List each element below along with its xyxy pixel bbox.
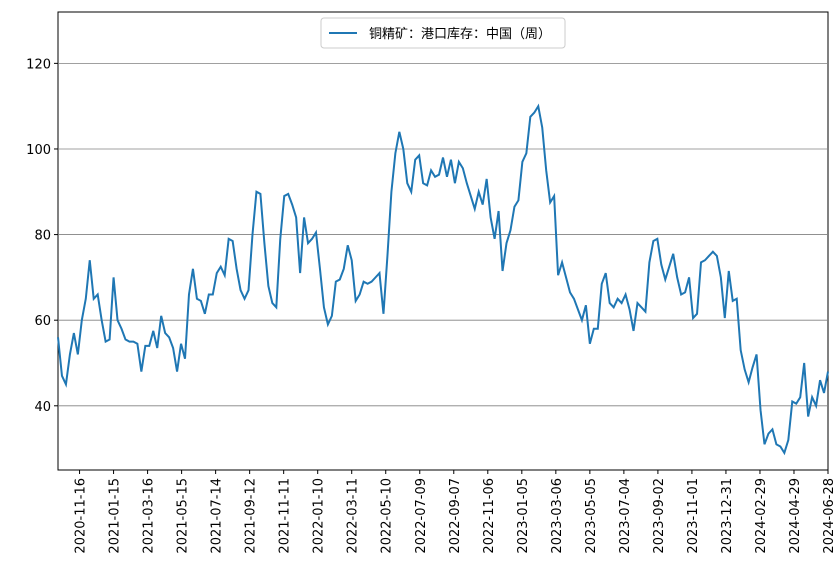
x-tick-label: 2022-09-07 <box>448 478 463 554</box>
series-line <box>57 103 829 456</box>
x-tick-label: 2022-05-10 <box>380 478 395 554</box>
x-tick-label: 2021-05-15 <box>176 478 191 554</box>
x-tick-label: 2023-01-05 <box>516 478 531 554</box>
legend-label: 铜精矿：港口库存：中国（周） <box>369 26 551 42</box>
x-tick-label: 2023-05-05 <box>584 478 599 554</box>
x-tick-label: 2022-01-10 <box>312 478 327 554</box>
x-tick-label: 2023-03-06 <box>550 478 565 554</box>
x-tick-label: 2021-11-11 <box>278 478 293 554</box>
x-tick-label: 2023-07-04 <box>618 478 633 554</box>
x-tick-label: 2021-01-15 <box>108 478 123 554</box>
y-tick-label: 60 <box>34 314 51 329</box>
y-tick-label: 40 <box>34 400 51 415</box>
x-tick-label: 2022-11-06 <box>482 478 497 554</box>
x-tick-label: 2023-12-31 <box>720 478 735 554</box>
y-tick-label: 80 <box>34 229 51 244</box>
x-tick-label: 2022-07-09 <box>414 478 429 554</box>
x-tick-label: 2021-07-14 <box>210 478 225 554</box>
y-tick-label: 120 <box>26 57 51 72</box>
x-tick-label: 2024-02-29 <box>754 478 769 554</box>
x-tick-label: 2023-11-01 <box>686 478 701 554</box>
x-tick-label: 2024-04-29 <box>788 478 803 554</box>
y-tick-label: 100 <box>26 143 51 158</box>
x-tick-label: 2021-09-12 <box>244 478 259 554</box>
plot-frame <box>57 11 829 471</box>
x-tick-label: 2024-06-28 <box>822 478 836 554</box>
x-tick-label: 2023-09-02 <box>652 478 667 554</box>
legend-box <box>320 17 566 49</box>
x-tick-label: 2020-11-16 <box>74 478 89 554</box>
x-tick-label: 2021-03-16 <box>142 478 157 554</box>
x-tick-label: 2022-03-11 <box>346 478 361 554</box>
